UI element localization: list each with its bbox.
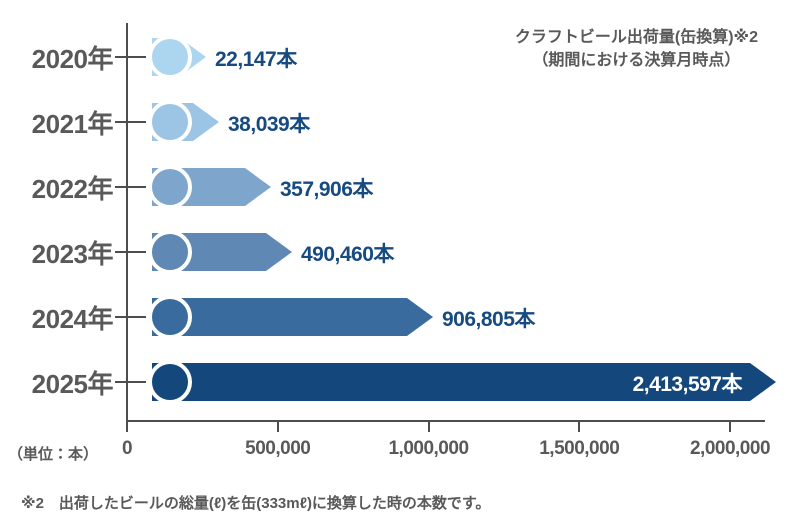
value-label-2022: 357,906本 xyxy=(280,177,373,201)
chart-title-line1: クラフトビール出荷量(缶換算)※2 xyxy=(514,29,758,46)
bar-2024 xyxy=(152,298,433,336)
year-label-2025: 2025年 xyxy=(31,369,114,399)
row-tick xyxy=(115,251,146,253)
year-label-2020: 2020年 xyxy=(31,44,114,74)
year-label-2023: 2023年 xyxy=(31,239,114,269)
bar-start-circle xyxy=(148,165,192,209)
chart-title: クラフトビール出荷量(缶換算)※2 （期間における決算月時点） xyxy=(515,26,758,72)
x-axis-tick xyxy=(427,422,430,432)
bar-row-2023: 2023年 490,460本 xyxy=(0,220,800,285)
value-label-2020: 22,147本 xyxy=(215,47,297,71)
bar-start-circle xyxy=(148,100,192,144)
bar-2025 xyxy=(152,363,776,401)
value-label-2023: 490,460本 xyxy=(301,242,394,266)
bar-start-circle xyxy=(148,295,192,339)
x-axis-label-0: 0 xyxy=(121,438,133,459)
footnote: ※2 出荷したビールの総量(ℓ)を缶(333mℓ)に換算した時の本数です。 xyxy=(21,495,491,512)
x-axis-line xyxy=(127,420,765,422)
row-tick xyxy=(115,121,146,123)
row-tick xyxy=(115,316,146,318)
x-axis-label-500k: 500,000 xyxy=(245,438,311,459)
x-axis-label-1-5m: 1,500,000 xyxy=(539,438,620,459)
year-label-2021: 2021年 xyxy=(31,109,114,139)
unit-label: （単位：本） xyxy=(8,446,99,463)
x-axis-tick xyxy=(276,422,279,432)
bar-row-2020: 2020年 22,147本 xyxy=(0,25,800,90)
x-axis-label-2m: 2,000,000 xyxy=(689,438,771,459)
y-axis-line xyxy=(126,23,128,432)
year-label-2024: 2024年 xyxy=(31,304,114,334)
x-axis-tick xyxy=(578,422,581,432)
row-tick xyxy=(115,56,146,58)
bar-row-2021: 2021年 38,039本 xyxy=(0,90,800,155)
chart-title-line2: （期間における決算月時点） xyxy=(532,52,741,69)
bar-start-circle xyxy=(148,360,192,404)
x-axis-tick xyxy=(729,422,731,432)
bar-start-circle xyxy=(148,35,192,79)
value-label-2021: 38,039本 xyxy=(228,112,310,136)
bar-row-2025: 2025年 2,413,597本 xyxy=(0,350,800,415)
x-axis-label-1m: 1,000,000 xyxy=(388,438,469,459)
bar-row-2024: 2024年 906,805本 xyxy=(0,285,800,350)
bar-start-circle xyxy=(148,230,192,274)
row-tick xyxy=(115,381,146,383)
value-label-2025: 2,413,597本 xyxy=(632,372,743,396)
year-label-2022: 2022年 xyxy=(31,174,114,204)
bar-row-2022: 2022年 357,906本 xyxy=(0,155,800,220)
value-label-2024: 906,805本 xyxy=(442,307,535,331)
row-tick xyxy=(115,186,146,188)
